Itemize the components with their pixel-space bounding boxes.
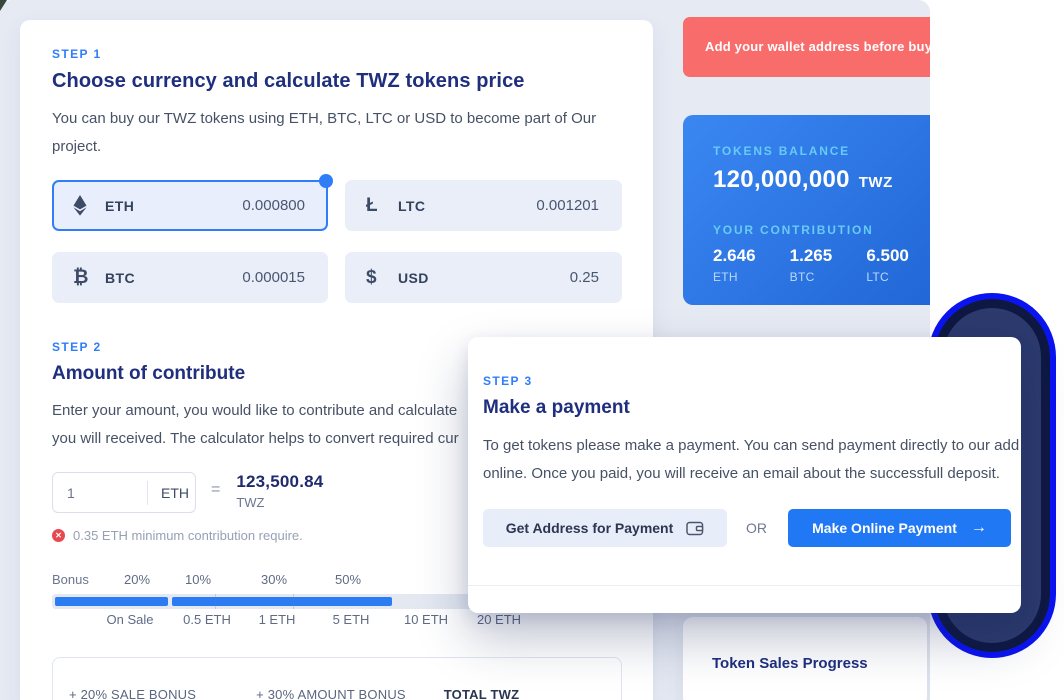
step3-description-line2: online. Once you paid, you will receive …	[483, 465, 1000, 482]
token-sales-progress-card: Token Sales Progress	[683, 617, 927, 700]
get-address-button[interactable]: Get Address for Payment	[483, 509, 727, 547]
get-address-button-label: Get Address for Payment	[505, 520, 674, 536]
step2-description-line1: Enter your amount, you would like to con…	[52, 402, 458, 419]
equals-sign: =	[211, 481, 221, 498]
contribution-value: 2.646	[713, 246, 756, 265]
amount-box: ETH	[52, 472, 196, 513]
currency-code: ETH	[105, 197, 135, 214]
contribution-currency: LTC	[866, 270, 890, 284]
overlay-divider	[468, 585, 1021, 586]
step1-description: You can buy our TWZ tokens using ETH, BT…	[52, 110, 597, 155]
amount-currency-label: ETH	[161, 484, 189, 501]
amount-input[interactable]	[53, 484, 147, 501]
currency-option-usd[interactable]: $ USD 0.25	[345, 252, 622, 303]
total-twz-label: TOTAL TWZ	[443, 686, 520, 700]
bonus-percent-label: 20%	[123, 572, 151, 587]
currency-rate: 0.000015	[242, 269, 305, 286]
step2-label: STEP 2	[52, 340, 102, 354]
tokens-balance-label: TOKENS BALANCE	[713, 144, 850, 158]
dollar-icon: $	[366, 266, 377, 288]
amount-bonus-label: + 30% AMOUNT BONUS	[256, 686, 406, 700]
bonus-tick-label: 1 ETH	[258, 612, 296, 627]
bonus-tick-label: On Sale	[106, 612, 154, 627]
bonus-bar-fill-segment	[172, 597, 392, 606]
bonus-bar-fill-segment	[55, 597, 168, 606]
step3-label: STEP 3	[483, 374, 533, 388]
error-icon: ✕	[52, 529, 65, 542]
bonus-tick-label: 0.5 ETH	[183, 612, 231, 627]
mouse-cursor	[0, 0, 7, 11]
step1-label: STEP 1	[52, 47, 102, 61]
contribution-currency: ETH	[713, 270, 738, 284]
calculator-row: ETH = 123,500.84 TWZ	[52, 472, 622, 513]
tokens-balance-card: TOKENS BALANCE 120,000,000 TWZ YOUR CONT…	[683, 115, 930, 305]
currency-code: BTC	[105, 269, 135, 286]
contribution-value: 6.500	[866, 246, 909, 265]
totals-summary-box: + 20% SALE BONUS + 30% AMOUNT BONUS TOTA…	[52, 657, 622, 700]
bonus-percent-label: 10%	[184, 572, 212, 587]
bitcoin-icon: ₿	[73, 266, 89, 288]
step1-title: Choose currency and calculate TWZ tokens…	[52, 70, 525, 92]
currency-grid: ETH 0.000800 Ł LTC 0.001201 ₿ BTC 0.0000…	[52, 174, 622, 303]
contribution-value: 1.265	[789, 246, 833, 265]
wallet-alert-banner[interactable]: Add your wallet address before buying	[683, 17, 930, 77]
currency-option-btc[interactable]: ₿ BTC 0.000015	[52, 252, 328, 303]
error-message: 0.35 ETH minimum contribution require.	[73, 528, 303, 543]
bonus-tick-label: 10 ETH	[403, 612, 449, 627]
ethereum-icon	[73, 195, 97, 216]
litecoin-icon: Ł	[366, 194, 378, 216]
bonus-axis-label: Bonus	[52, 572, 89, 587]
payment-overlay-card: STEP 3 Make a payment To get tokens plea…	[468, 337, 1021, 613]
currency-rate: 0.000800	[242, 197, 305, 214]
input-divider	[147, 480, 148, 505]
token-sales-progress-title: Token Sales Progress	[712, 655, 868, 672]
step2-description-line2: you will received. The calculator helps …	[52, 430, 459, 447]
sale-bonus-label: + 20% SALE BONUS	[69, 686, 197, 700]
currency-code: USD	[398, 269, 429, 286]
contribution-item-btc: 1.265 BTC	[790, 246, 867, 284]
bonus-tick-label: 5 ETH	[332, 612, 370, 627]
result-value: 123,500.84	[236, 472, 324, 491]
currency-code: LTC	[398, 197, 426, 214]
payment-actions-row: Get Address for Payment OR Make Online P…	[483, 509, 1021, 547]
contribution-currency: BTC	[789, 270, 815, 284]
or-separator-label: OR	[746, 520, 767, 536]
tokens-balance-value: 120,000,000	[713, 166, 850, 193]
bonus-percent-label: 50%	[334, 572, 362, 587]
error-row: ✕ 0.35 ETH minimum contribution require.	[52, 528, 622, 543]
step3-description-line1: To get tokens please make a payment. You…	[483, 437, 1020, 454]
bonus-tick-label: 20 ETH	[476, 612, 522, 627]
contribution-row: 2.646 ETH 1.265 BTC 6.500 LTC	[713, 246, 930, 284]
contribution-item-ltc: 6.500 LTC	[866, 246, 930, 284]
selected-dot-icon	[319, 174, 333, 188]
online-payment-button-label: Make Online Payment	[812, 520, 957, 536]
step2-title: Amount of contribute	[52, 363, 246, 384]
currency-rate: 0.001201	[536, 197, 599, 214]
currency-option-ltc[interactable]: Ł LTC 0.001201	[345, 180, 622, 231]
step3-title: Make a payment	[483, 397, 630, 418]
currency-option-eth[interactable]: ETH 0.000800	[52, 174, 333, 231]
bonus-bar-tick	[215, 594, 216, 609]
bonus-percent-label: 30%	[260, 572, 288, 587]
result-unit: TWZ	[236, 495, 265, 510]
tokens-balance-unit: TWZ	[858, 174, 893, 191]
bonus-bar-tick	[293, 594, 294, 609]
contribution-label: YOUR CONTRIBUTION	[713, 223, 874, 237]
wallet-icon	[686, 521, 704, 536]
currency-rate: 0.25	[569, 269, 599, 286]
contribution-item-eth: 2.646 ETH	[713, 246, 790, 284]
arrow-right-icon: →	[970, 519, 987, 536]
make-online-payment-button[interactable]: Make Online Payment →	[788, 509, 1011, 547]
